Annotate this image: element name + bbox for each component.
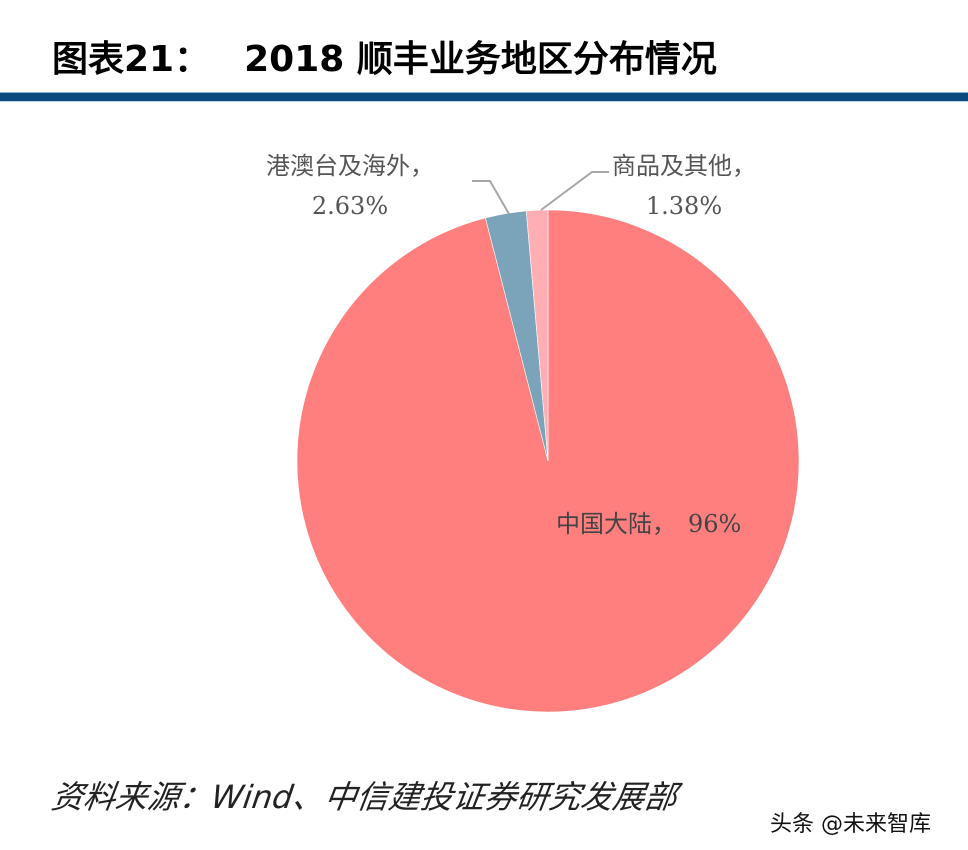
leader-line-hkmt — [472, 180, 510, 215]
label-hkmt-overseas: 港澳台及海外， 2.63% — [266, 146, 434, 226]
label-hkmt-value: 2.63% — [311, 192, 389, 220]
figure-title: 图表21： 2018 顺丰业务地区分布情况 — [52, 30, 717, 82]
title-divider — [0, 92, 968, 102]
label-mainland-name: 中国大陆， — [556, 510, 676, 538]
slice-goods-other — [525, 209, 549, 462]
pie-chart: 港澳台及海外， 2.63% 商品及其他， 1.38% 中国大陆， 96% — [0, 110, 968, 760]
leader-line-other — [540, 171, 609, 211]
label-hkmt-name: 港澳台及海外， — [266, 152, 434, 180]
watermark: 头条 @未来智库 — [770, 812, 931, 837]
label-other-value: 1.38% — [645, 192, 723, 220]
pie-svg — [296, 171, 800, 713]
figure-title-text: 2018 顺丰业务地区分布情况 — [244, 39, 717, 80]
label-mainland-value: 96% — [688, 510, 742, 538]
label-mainland: 中国大陆， 96% — [556, 504, 741, 544]
figure-number: 图表21： — [52, 39, 211, 80]
source-note: 资料来源：Wind、中信建投证券研究发展部 — [49, 778, 680, 816]
label-other-name: 商品及其他， — [612, 152, 756, 180]
label-goods-other: 商品及其他， 1.38% — [612, 146, 756, 226]
